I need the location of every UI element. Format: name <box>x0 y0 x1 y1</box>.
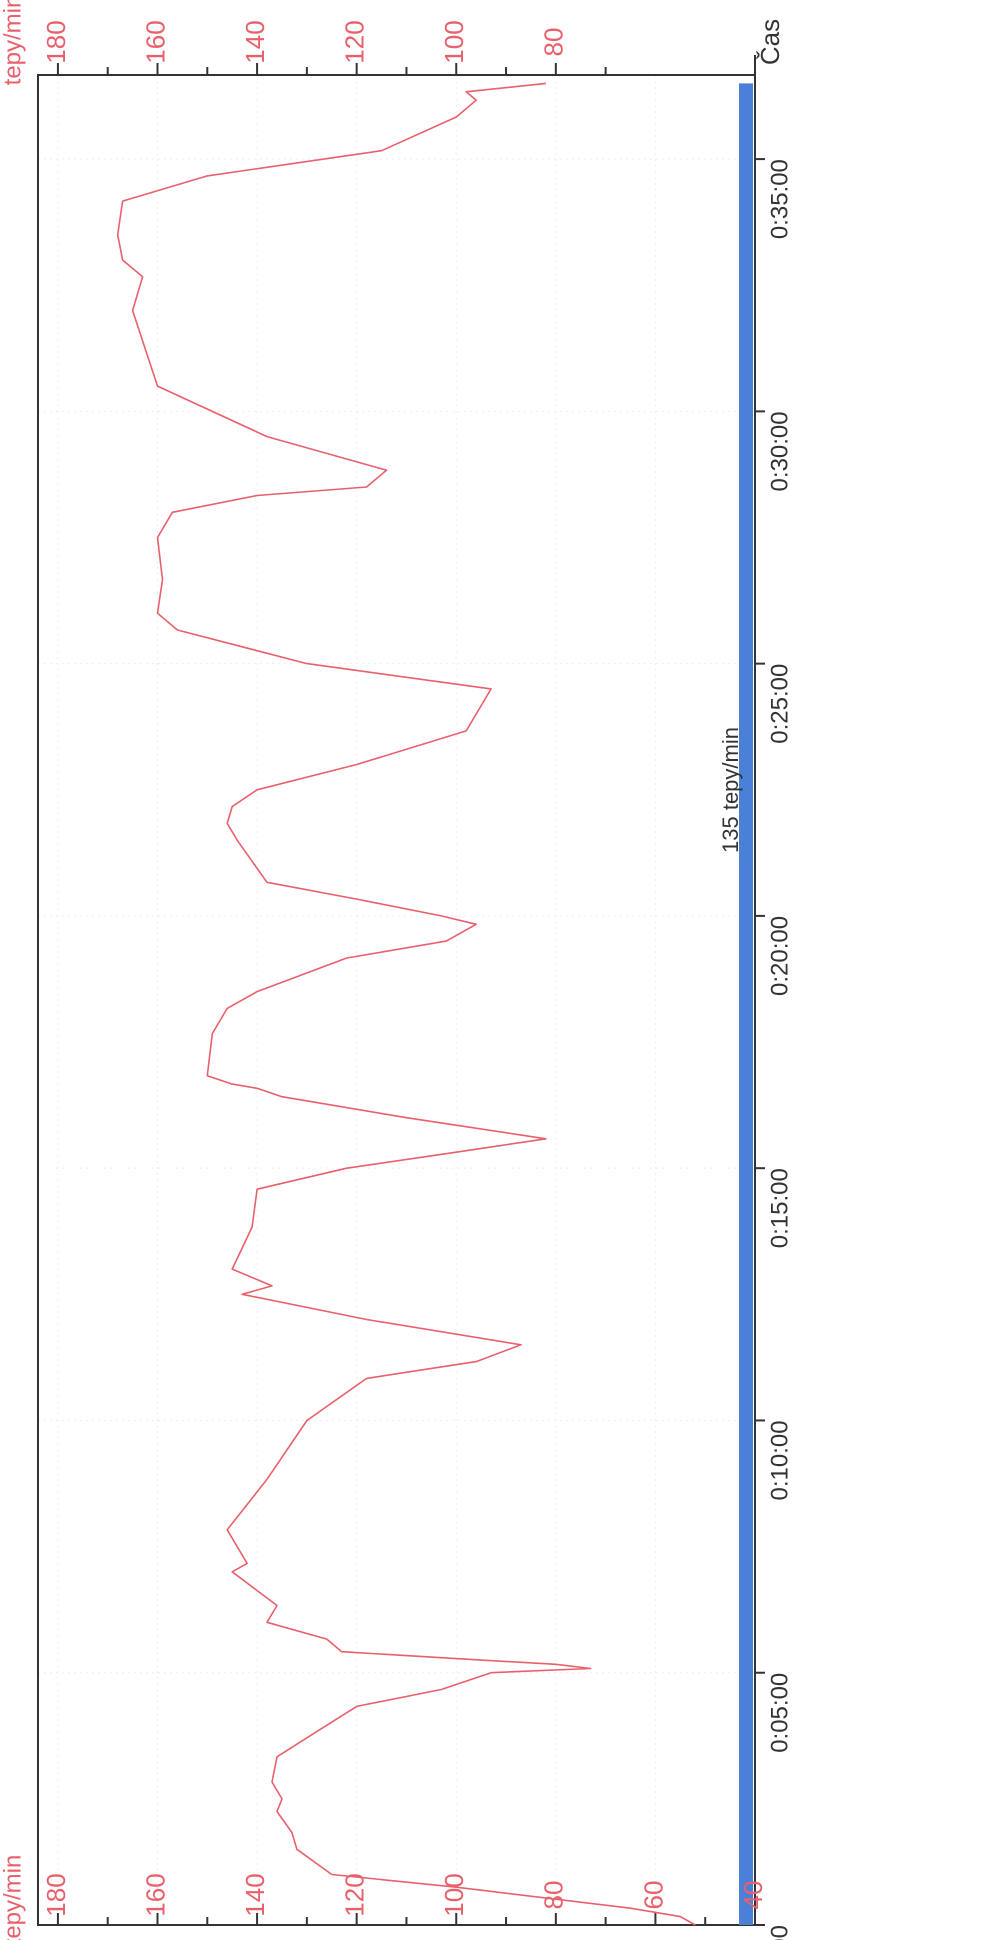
hr-tick-label-top: 100 <box>439 20 469 63</box>
grid <box>38 75 756 1926</box>
hr-tick-label-bottom: 180 <box>41 1873 71 1916</box>
hr-tick-label-top: 80 <box>539 28 569 57</box>
hr-tick-label-top: 180 <box>41 20 71 63</box>
time-tick-label: 0:20:00 <box>766 916 793 996</box>
hr-tick-label-bottom: 60 <box>638 1881 668 1910</box>
hr-tick-label-bottom: 160 <box>140 1873 170 1916</box>
hr-tick-label-bottom: 40 <box>738 1881 768 1910</box>
hr-tick-label-top: 120 <box>340 20 370 63</box>
time-tick-label: 0:35:00 <box>766 159 793 239</box>
hr-unit-label-bottom: tepy/min <box>0 1855 26 1940</box>
time-tick-label: 0:30:00 <box>766 411 793 491</box>
hr-tick-label-bottom: 120 <box>340 1873 370 1916</box>
reference-bar <box>739 83 753 1926</box>
labels-layer: 0:00:00 0:05:00 0:10:00 0:15:00 0:20:00 0:25:… <box>0 0 793 1940</box>
time-tick-label: 0:00:00 <box>766 1925 793 1940</box>
hr-tick-label-bottom: 80 <box>539 1881 569 1910</box>
time-axis-title: Čas <box>755 19 785 65</box>
time-tick-label: 0:05:00 <box>766 1673 793 1753</box>
hr-tick-label-top: 160 <box>140 20 170 63</box>
heart-rate-line <box>116 82 696 1926</box>
time-tick-label: 0:15:00 <box>766 1168 793 1248</box>
plot-frame <box>37 74 756 1926</box>
hr-tick-label-bottom: 140 <box>240 1873 270 1916</box>
hr-unit-label-top: tepy/min <box>0 0 26 85</box>
hr-tick-label-bottom: 100 <box>439 1873 469 1916</box>
time-tick-label: 0:10:00 <box>766 1420 793 1500</box>
reference-label: 135 tepy/min <box>718 727 743 853</box>
time-tick-label: 0:25:00 <box>766 664 793 744</box>
hr-tick-label-top: 140 <box>240 20 270 63</box>
axes <box>56 55 765 1926</box>
series-layer <box>116 82 696 1926</box>
reference-layer <box>739 83 753 1926</box>
